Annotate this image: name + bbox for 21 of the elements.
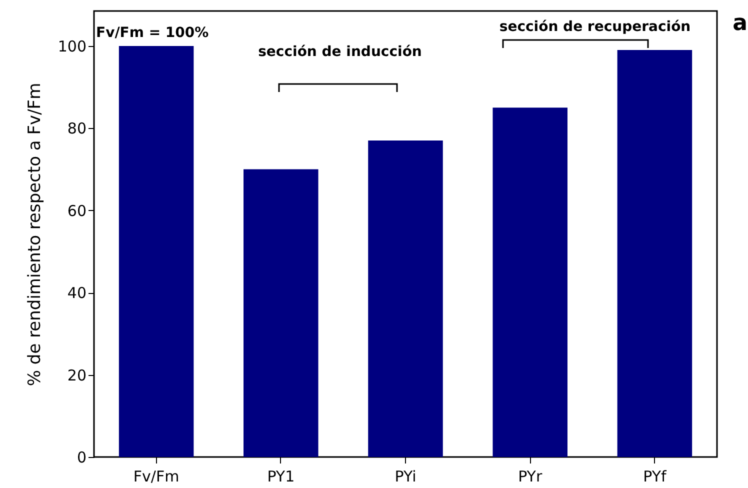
y-tick-label: 80 (67, 120, 86, 138)
bar (492, 108, 568, 457)
y-tick-label: 100 (58, 37, 86, 56)
bar (617, 50, 692, 457)
annotation: sección de recuperación (499, 19, 691, 35)
bar (244, 169, 318, 457)
x-tick-label: PYr (518, 468, 543, 486)
y-tick-label: 60 (67, 202, 86, 220)
text: a (732, 11, 748, 36)
bar (118, 46, 194, 457)
y-tick-label: 0 (76, 448, 86, 466)
y-tick-label: 20 (67, 366, 86, 384)
bar (368, 140, 443, 457)
x-tick-label: PYi (394, 468, 416, 486)
annotation: Fv/Fm = 100% (96, 25, 209, 41)
x-tick-label: PYf (643, 468, 667, 486)
x-tick-label: Fv/Fm (133, 468, 180, 486)
annotation: sección de inducción (258, 44, 422, 60)
y-tick-label: 40 (67, 284, 86, 302)
y-axis-title: % de rendimiento respecto a Fv/Fm (24, 82, 45, 386)
x-tick-label: PY1 (267, 468, 295, 486)
